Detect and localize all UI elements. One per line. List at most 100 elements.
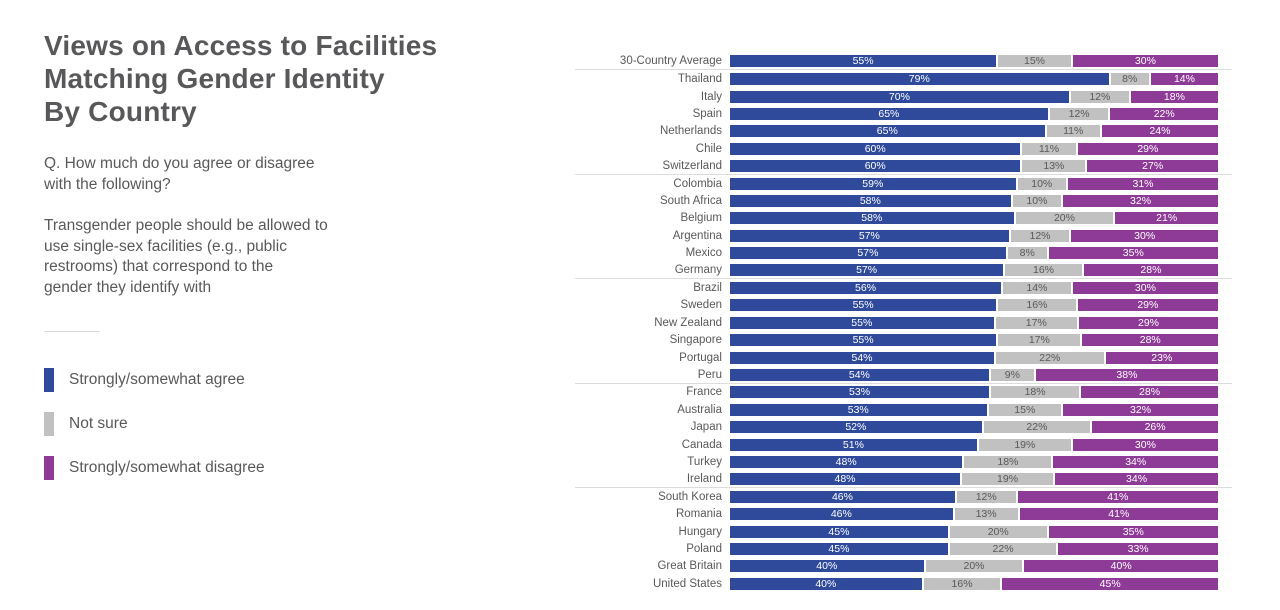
stacked-bar: 57% 12% 30% [730, 229, 1219, 242]
bar-segment-not-sure: 8% [1110, 73, 1149, 86]
chart-row: Thailand 79% 8% 14% [575, 70, 1232, 87]
chart-row: Belgium 58% 20% 21% [575, 210, 1232, 227]
segment-value-label: 27% [1142, 159, 1164, 172]
segment-value-label: 17% [1028, 334, 1050, 347]
row-label: Romania [675, 508, 722, 521]
not-sure-swatch-icon [44, 411, 54, 436]
chart-row: Peru 54% 9% 38% [575, 366, 1232, 384]
chart-row: Netherlands 65% 11% 24% [575, 123, 1232, 140]
segment-value-label: 45% [828, 525, 850, 538]
segment-value-label: 17% [1025, 316, 1047, 329]
segment-value-label: 22% [1026, 421, 1048, 434]
stacked-bar: 51% 19% 30% [730, 438, 1218, 451]
segment-value-label: 53% [847, 403, 869, 416]
row-label: United States [652, 577, 722, 590]
bar-segment-strongly-somewhat-disagree: 14% [1150, 73, 1219, 86]
bar-segment-strongly-somewhat-agree: 57% [730, 229, 1009, 242]
segment-value-label: 54% [848, 368, 870, 381]
segment-value-label: 30% [1134, 281, 1156, 294]
row-label: Canada [681, 438, 722, 451]
bar-segment-not-sure: 10% [1012, 194, 1062, 207]
stacked-bar: 79% 8% 14% [730, 73, 1219, 86]
segment-value-label: 12% [1029, 229, 1051, 242]
bar-segment-strongly-somewhat-disagree: 29% [1079, 316, 1218, 329]
bar-segment-strongly-somewhat-disagree: 31% [1067, 177, 1219, 190]
chart-row: Colombia 59% 10% 31% [575, 175, 1232, 192]
stacked-bar: 40% 16% 45% [730, 577, 1218, 590]
segment-value-label: 24% [1149, 125, 1171, 138]
bar-segment-strongly-somewhat-disagree: 28% [1083, 264, 1218, 277]
row-label: South Korea [658, 490, 722, 503]
segment-value-label: 20% [1053, 212, 1075, 225]
bar-segment-not-sure: 11% [1022, 142, 1076, 155]
bar-segment-strongly-somewhat-agree: 48% [730, 456, 963, 469]
bar-segment-not-sure: 19% [978, 438, 1071, 451]
row-label: Poland [686, 543, 722, 556]
segment-value-label: 16% [1032, 264, 1054, 277]
bar-segment-strongly-somewhat-agree: 57% [730, 264, 1004, 277]
row-label: South Africa [659, 194, 722, 207]
bar-segment-strongly-somewhat-disagree: 18% [1130, 90, 1218, 103]
segment-value-label: 29% [1137, 299, 1159, 312]
bar-segment-not-sure: 22% [949, 543, 1057, 556]
bar-segment-strongly-somewhat-disagree: 28% [1081, 386, 1218, 399]
bar-segment-strongly-somewhat-disagree: 26% [1092, 421, 1219, 434]
segment-value-label: 35% [1122, 247, 1144, 260]
segment-value-label: 32% [1130, 194, 1152, 207]
stacked-bar: 53% 18% 28% [730, 386, 1218, 399]
bar-segment-strongly-somewhat-agree: 51% [730, 438, 977, 451]
segment-value-label: 65% [878, 107, 900, 120]
segment-value-label: 18% [1024, 386, 1046, 399]
bar-segment-not-sure: 10% [1017, 177, 1066, 190]
bar-segment-strongly-somewhat-agree: 53% [730, 403, 987, 416]
chart-row: Canada 51% 19% 30% [575, 436, 1232, 453]
segment-value-label: 52% [845, 421, 867, 434]
segment-value-label: 40% [816, 560, 838, 573]
chart-row: Hungary 45% 20% 35% [575, 523, 1232, 540]
legend-item-disagree: Strongly/somewhat disagree [44, 455, 534, 480]
bar-segment-strongly-somewhat-disagree: 41% [1017, 490, 1218, 503]
chart-row: Italy 70% 12% 18% [575, 88, 1232, 105]
chart-row: Turkey 48% 18% 34% [575, 453, 1232, 470]
row-label: Italy [700, 90, 722, 103]
stacked-bar: 54% 22% 23% [730, 351, 1218, 364]
segment-value-label: 38% [1116, 368, 1138, 381]
bar-segment-strongly-somewhat-disagree: 21% [1115, 212, 1219, 225]
stacked-bar: 48% 18% 34% [730, 456, 1218, 469]
bar-segment-not-sure: 20% [1015, 212, 1114, 225]
chart-row: Poland 45% 22% 33% [575, 540, 1232, 557]
segment-value-label: 32% [1130, 403, 1152, 416]
bar-segment-strongly-somewhat-disagree: 33% [1058, 543, 1218, 556]
segment-value-label: 28% [1140, 264, 1162, 277]
bar-segment-strongly-somewhat-disagree: 22% [1110, 107, 1219, 120]
bar-segment-strongly-somewhat-agree: 46% [730, 490, 955, 503]
segment-value-label: 55% [851, 316, 873, 329]
row-label: New Zealand [654, 316, 722, 329]
legend-label-agree: Strongly/somewhat agree [69, 370, 245, 388]
bar-segment-strongly-somewhat-disagree: 30% [1072, 438, 1218, 451]
segment-value-label: 13% [1043, 159, 1065, 172]
segment-value-label: 79% [908, 73, 930, 86]
bar-segment-not-sure: 20% [925, 560, 1023, 573]
segment-value-label: 45% [1099, 577, 1121, 590]
bar-segment-strongly-somewhat-disagree: 35% [1048, 525, 1218, 538]
stacked-bar: 48% 19% 34% [730, 472, 1218, 485]
bar-segment-not-sure: 11% [1046, 125, 1100, 138]
stacked-bar: 57% 8% 35% [730, 247, 1218, 260]
segment-value-label: 20% [963, 560, 985, 573]
bar-segment-not-sure: 12% [956, 490, 1016, 503]
chart-row: New Zealand 55% 17% 29% [575, 314, 1232, 331]
stacked-bar: 52% 22% 26% [730, 421, 1219, 434]
disagree-swatch-icon [44, 455, 54, 480]
bar-segment-strongly-somewhat-disagree: 28% [1082, 334, 1218, 347]
segment-value-label: 56% [855, 281, 877, 294]
row-label: Sweden [680, 299, 722, 312]
section-divider [44, 330, 100, 332]
segment-value-label: 20% [987, 525, 1009, 538]
bar-segment-not-sure: 16% [998, 299, 1076, 312]
bar-segment-strongly-somewhat-agree: 55% [730, 316, 994, 329]
segment-value-label: 57% [858, 229, 880, 242]
row-label: Belgium [680, 212, 722, 225]
bar-segment-strongly-somewhat-disagree: 30% [1072, 281, 1219, 294]
bar-segment-strongly-somewhat-agree: 55% [730, 334, 997, 347]
